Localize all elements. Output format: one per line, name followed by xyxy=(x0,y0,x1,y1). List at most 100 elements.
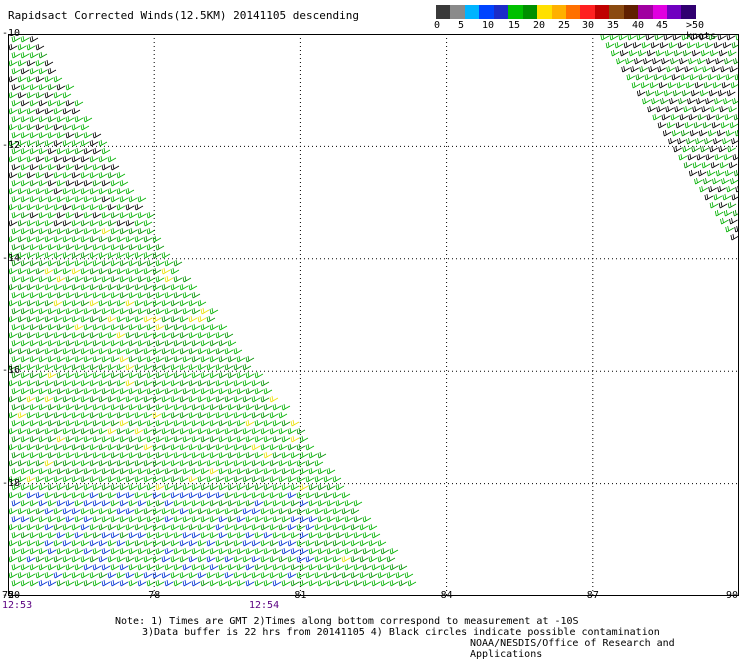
wind-barb xyxy=(179,523,189,531)
wind-barb xyxy=(71,171,81,179)
wind-barb xyxy=(290,515,300,523)
wind-barb xyxy=(119,371,129,379)
wind-barb xyxy=(47,467,57,475)
wind-barb xyxy=(11,403,21,411)
wind-barb xyxy=(263,579,273,587)
wind-barb xyxy=(38,259,48,267)
wind-barb xyxy=(65,547,75,555)
wind-barb xyxy=(17,123,27,131)
wind-barb xyxy=(89,571,99,579)
wind-barb xyxy=(89,315,99,323)
wind-barb xyxy=(152,395,162,403)
wind-barb xyxy=(197,443,207,451)
wind-barb xyxy=(224,331,234,339)
wind-barb xyxy=(47,179,57,187)
wind-barb xyxy=(344,531,354,539)
wind-barb xyxy=(44,379,54,387)
wind-barb xyxy=(8,75,18,83)
wind-barb xyxy=(299,435,309,443)
wind-barb xyxy=(233,475,243,483)
wind-barb xyxy=(657,65,666,73)
wind-barb xyxy=(152,507,162,515)
wind-barb xyxy=(47,435,57,443)
wind-barb xyxy=(254,435,264,443)
wind-barb xyxy=(299,531,309,539)
wind-barb xyxy=(56,435,66,443)
wind-barb xyxy=(107,235,117,243)
wind-barb xyxy=(188,571,198,579)
wind-barb xyxy=(11,99,21,107)
wind-barb xyxy=(161,267,171,275)
wind-barb xyxy=(119,195,129,203)
wind-barb xyxy=(80,219,90,227)
wind-barb xyxy=(17,539,27,547)
wind-barb xyxy=(724,169,734,177)
wind-barb xyxy=(371,563,381,571)
wind-barb xyxy=(44,107,54,115)
wind-barb xyxy=(38,579,48,587)
wind-barb xyxy=(245,515,255,523)
wind-barb xyxy=(29,371,39,379)
wind-barb xyxy=(47,355,57,363)
legend-label: 5 xyxy=(458,20,465,31)
wind-barb xyxy=(38,467,48,475)
wind-barb xyxy=(101,563,111,571)
wind-barb xyxy=(332,475,342,483)
wind-barb xyxy=(35,203,45,211)
wind-barb xyxy=(173,291,183,299)
wind-barb xyxy=(44,267,54,275)
wind-barb xyxy=(17,155,27,163)
wind-barb xyxy=(44,59,54,67)
wind-barb xyxy=(713,137,722,145)
wind-barb xyxy=(380,579,390,587)
wind-barb xyxy=(62,91,72,99)
wind-barb xyxy=(164,259,174,267)
wind-barb xyxy=(74,163,84,171)
wind-barb xyxy=(200,451,210,459)
wind-barb xyxy=(371,579,381,587)
wind-barb xyxy=(197,331,207,339)
wind-barb xyxy=(245,467,255,475)
wind-barb xyxy=(26,491,36,499)
wind-barb xyxy=(35,155,45,163)
wind-barb xyxy=(155,371,165,379)
wind-speed-color-legend xyxy=(436,5,696,19)
wind-barb xyxy=(35,251,45,259)
wind-barb xyxy=(263,435,273,443)
wind-barb xyxy=(344,563,354,571)
wind-barb xyxy=(119,451,129,459)
wind-barb xyxy=(263,547,273,555)
wind-barb xyxy=(236,387,246,395)
credit-line: NOAA/NESDIS/Office of Research and Appli… xyxy=(470,638,675,660)
wind-barb xyxy=(8,203,18,211)
wind-barb xyxy=(65,195,75,203)
wind-barb xyxy=(191,515,201,523)
wind-barb xyxy=(83,371,93,379)
wind-barb xyxy=(53,171,63,179)
wind-barb xyxy=(107,203,117,211)
lat-tick-label: -12 xyxy=(2,140,21,152)
wind-barb xyxy=(71,539,81,547)
wind-barb xyxy=(62,219,72,227)
wind-barb xyxy=(74,243,84,251)
wind-barb xyxy=(62,187,72,195)
wind-barb xyxy=(206,523,216,531)
wind-barb xyxy=(296,443,306,451)
wind-barb xyxy=(685,81,695,89)
wind-barb xyxy=(125,331,135,339)
wind-barb xyxy=(359,523,369,531)
wind-barb xyxy=(137,499,147,507)
wind-barb xyxy=(332,555,342,563)
wind-barb xyxy=(676,81,686,89)
wind-barb xyxy=(179,379,189,387)
wind-barb xyxy=(29,547,39,555)
wind-barb xyxy=(26,235,36,243)
wind-barb xyxy=(278,523,288,531)
wind-barb xyxy=(188,443,198,451)
wind-barb xyxy=(290,435,300,443)
wind-barb xyxy=(182,563,192,571)
wind-barb xyxy=(80,379,90,387)
wind-barb xyxy=(80,395,90,403)
wind-barb xyxy=(47,259,57,267)
wind-barb xyxy=(101,419,111,427)
